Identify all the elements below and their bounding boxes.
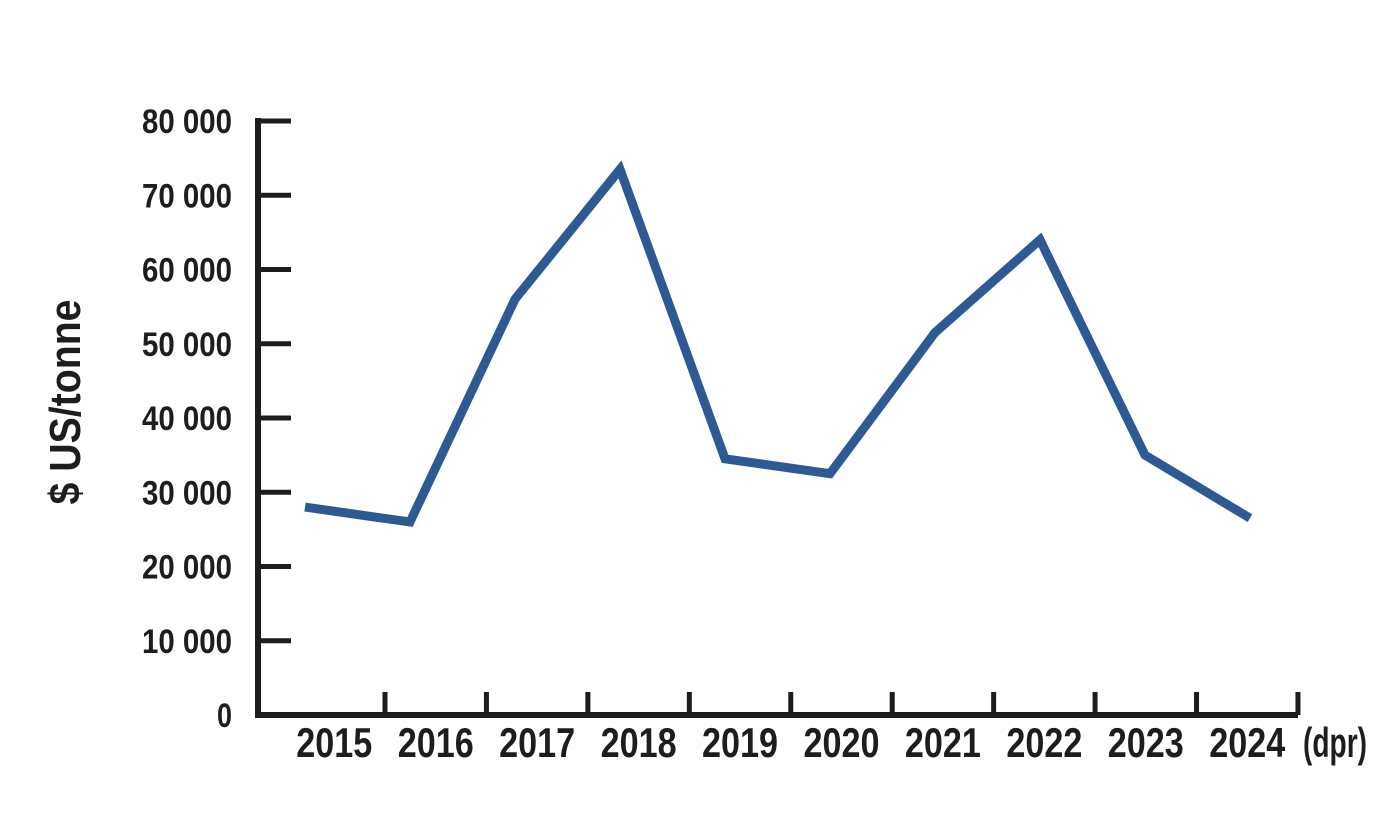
- y-axis-tick-label: 0: [217, 697, 232, 735]
- y-axis-tick-label: 80 000: [142, 103, 232, 141]
- y-axis-tick-label: 40 000: [142, 400, 232, 438]
- x-axis-ticks: [382, 692, 1301, 715]
- x-axis-tick-label: 2023: [1108, 719, 1184, 766]
- y-axis-title: $ US/tonne: [41, 300, 90, 505]
- x-axis-tick-label: 2022: [1006, 719, 1082, 766]
- y-axis-tick-label: 70 000: [142, 177, 232, 215]
- x-axis-tick-label: 2020: [803, 719, 879, 766]
- y-axis-labels: 0 10 000 20 000 30 000 40 000 50 000 60 000 70 …: [142, 103, 232, 735]
- y-axis-tick-label: 30 000: [142, 474, 232, 512]
- y-axis-tick-label: 50 000: [142, 326, 232, 364]
- x-axis-tick-label: 2019: [702, 719, 778, 766]
- y-axis-tick-label: 20 000: [142, 549, 232, 587]
- y-axis-tick-label: 60 000: [142, 252, 232, 290]
- y-axis-tick-label: 10 000: [142, 623, 232, 661]
- x-axis-tick-label: 2015: [296, 719, 372, 766]
- x-axis-labels: 2015 2016 2017 2018 2019 2020 2021 2022 2023 2024: [296, 719, 1285, 766]
- x-axis-tick-label: 2021: [905, 719, 981, 766]
- x-axis-tick-label: 2024: [1209, 719, 1286, 766]
- x-axis-tick-label: 2018: [601, 719, 677, 766]
- x-axis-unit-suffix: (dpr): [1303, 719, 1367, 766]
- x-axis-tick-label: 2016: [398, 719, 474, 766]
- y-axis-ticks: [258, 118, 291, 644]
- x-axis-tick-label: 2017: [499, 719, 575, 766]
- data-series-line: [304, 160, 1253, 527]
